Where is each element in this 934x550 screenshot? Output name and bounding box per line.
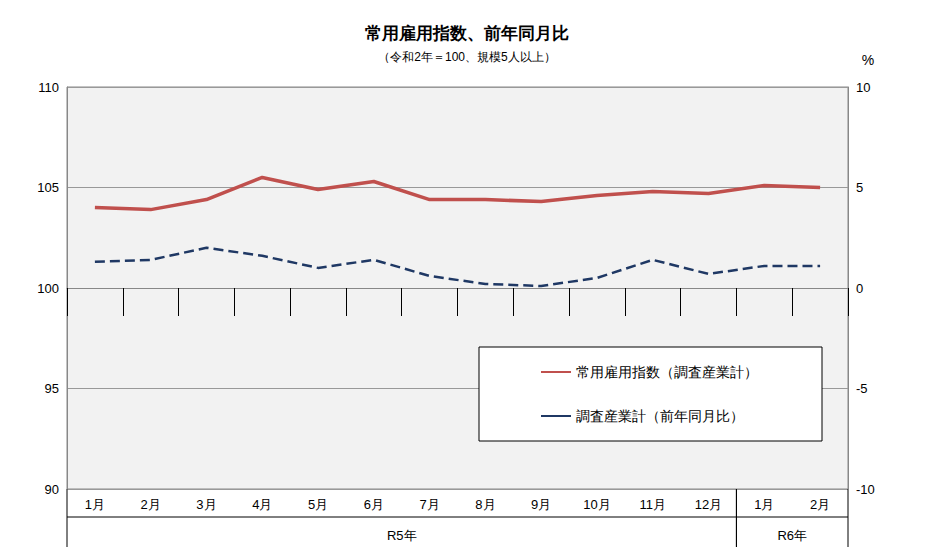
svg-text:7月: 7月 xyxy=(419,497,439,512)
svg-text:5月: 5月 xyxy=(308,497,328,512)
svg-text:R5年: R5年 xyxy=(387,528,417,543)
svg-text:調査産業計（前年同月比）: 調査産業計（前年同月比） xyxy=(576,408,744,424)
svg-text:8月: 8月 xyxy=(475,497,495,512)
svg-text:常用雇用指数（調査産業計）: 常用雇用指数（調査産業計） xyxy=(576,364,758,380)
svg-text:%: % xyxy=(862,52,874,68)
svg-text:12月: 12月 xyxy=(695,497,722,512)
svg-text:10: 10 xyxy=(856,80,870,95)
svg-text:R6年: R6年 xyxy=(777,528,807,543)
svg-text:2月: 2月 xyxy=(810,497,830,512)
svg-text:105: 105 xyxy=(37,180,59,195)
svg-text:1月: 1月 xyxy=(85,497,105,512)
svg-text:5: 5 xyxy=(856,180,863,195)
svg-text:1月: 1月 xyxy=(754,497,774,512)
svg-text:2月: 2月 xyxy=(141,497,161,512)
svg-text:6月: 6月 xyxy=(364,497,384,512)
svg-text:3月: 3月 xyxy=(196,497,216,512)
svg-text:100: 100 xyxy=(37,281,59,296)
svg-text:常用雇用指数、前年同月比: 常用雇用指数、前年同月比 xyxy=(365,24,569,43)
svg-text:0: 0 xyxy=(856,281,863,296)
svg-text:11月: 11月 xyxy=(640,497,667,512)
svg-text:4月: 4月 xyxy=(252,497,272,512)
svg-text:90: 90 xyxy=(45,482,59,497)
svg-text:110: 110 xyxy=(38,80,59,95)
svg-text:-5: -5 xyxy=(856,381,868,396)
svg-text:95: 95 xyxy=(45,381,59,396)
svg-text:9月: 9月 xyxy=(531,497,551,512)
svg-text:10月: 10月 xyxy=(583,497,610,512)
svg-text:（令和2年＝100、規模5人以上）: （令和2年＝100、規模5人以上） xyxy=(378,50,555,64)
svg-text:-10: -10 xyxy=(856,482,875,497)
